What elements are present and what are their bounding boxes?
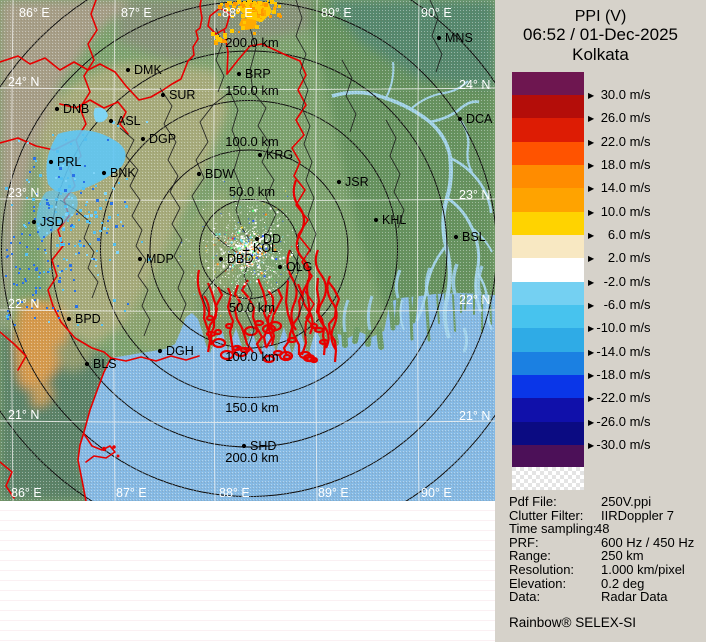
svg-text:22° N: 22° N [459,293,490,307]
svg-text:SUR: SUR [169,88,195,102]
svg-text:DCA: DCA [466,112,493,126]
svg-text:BRP: BRP [245,67,271,81]
svg-text:ASL: ASL [117,114,141,128]
svg-text:BPD: BPD [75,312,101,326]
svg-text:23° N: 23° N [8,186,39,200]
svg-text:KOL: KOL [253,241,278,255]
svg-text:BSL: BSL [462,230,486,244]
svg-text:KHL: KHL [382,213,406,227]
svg-text:88° E: 88° E [222,6,253,20]
svg-text:22° N: 22° N [8,297,39,311]
svg-text:DGH: DGH [166,344,194,358]
svg-text:24° N: 24° N [459,78,490,92]
svg-text:+: + [242,242,250,258]
svg-text:100.0 km: 100.0 km [225,134,278,149]
svg-text:SHD: SHD [250,439,276,453]
svg-text:KRG: KRG [266,148,293,162]
svg-text:BDW: BDW [205,167,234,181]
svg-text:90° E: 90° E [421,6,452,20]
svg-text:DGP: DGP [149,132,176,146]
svg-text:21° N: 21° N [8,408,39,422]
svg-text:MDP: MDP [146,252,174,266]
svg-text:89° E: 89° E [321,6,352,20]
svg-text:MNS: MNS [445,31,473,45]
svg-text:89° E: 89° E [318,486,349,500]
svg-text:150.0 km: 150.0 km [225,83,278,98]
svg-text:DMK: DMK [134,63,162,77]
svg-text:BNK: BNK [110,166,136,180]
svg-text:DBD: DBD [227,252,253,266]
svg-text:OLG: OLG [286,260,312,274]
svg-text:23° N: 23° N [459,188,490,202]
svg-text:87° E: 87° E [121,6,152,20]
svg-text:JSD: JSD [40,215,64,229]
svg-text:BLS: BLS [93,357,117,371]
svg-text:DNB: DNB [63,102,89,116]
svg-text:100.0 km: 100.0 km [225,349,278,364]
svg-text:50.0 km: 50.0 km [229,300,275,315]
svg-text:200.0 km: 200.0 km [225,35,278,50]
svg-text:21° N: 21° N [459,409,490,423]
svg-text:88° E: 88° E [219,486,250,500]
svg-text:DD: DD [263,232,281,246]
svg-text:200.0 km: 200.0 km [225,450,278,465]
svg-text:86° E: 86° E [19,6,50,20]
svg-text:JSR: JSR [345,175,369,189]
svg-text:86° E: 86° E [11,486,42,500]
svg-text:150.0 km: 150.0 km [225,400,278,415]
svg-text:24° N: 24° N [8,75,39,89]
svg-text:87° E: 87° E [116,486,147,500]
svg-text:50.0 km: 50.0 km [229,184,275,199]
svg-text:90° E: 90° E [421,486,452,500]
svg-text:PRL: PRL [57,155,81,169]
